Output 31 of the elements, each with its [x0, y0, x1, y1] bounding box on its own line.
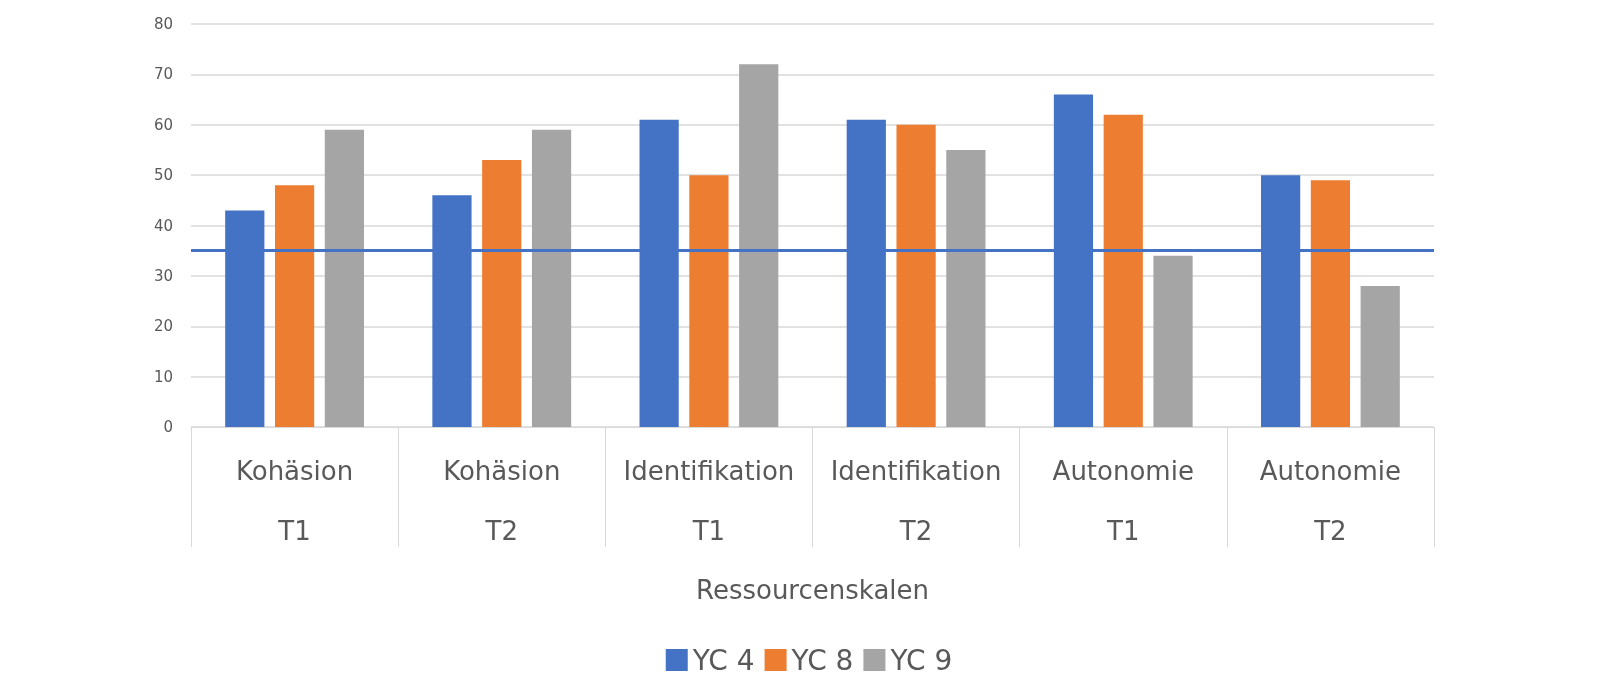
y-tick-label: 10: [153, 367, 173, 386]
y-tick-label: 20: [153, 317, 173, 336]
bar: [482, 160, 522, 427]
x-tick-label: Identifikation T2: [830, 456, 1002, 546]
legend-label: YC 8: [790, 643, 854, 677]
x-tick-label: Autonomie T1: [1052, 456, 1194, 546]
x-tick-label: Kohäsion T1: [235, 456, 354, 546]
y-tick-label: 80: [153, 15, 173, 33]
legend-label: YC 4: [691, 643, 755, 677]
y-tick-label: 40: [153, 216, 173, 235]
bar: [946, 149, 986, 427]
y-tick-label: 70: [153, 65, 173, 84]
bar: [1310, 180, 1351, 427]
y-tick-label: 50: [153, 166, 173, 185]
bar: [1153, 255, 1193, 427]
bar: [531, 129, 572, 427]
bar: [689, 175, 729, 427]
bar: [1103, 114, 1143, 427]
x-tick-label: Identifikation T1: [623, 456, 795, 546]
legend-label: YC 9: [889, 643, 953, 677]
bar: [324, 129, 364, 427]
bar: [739, 64, 779, 427]
bar: [1360, 285, 1400, 427]
x-tick-label: Kohäsion T2: [443, 456, 561, 546]
x-tick-label: Autonomie T2: [1259, 456, 1402, 546]
x-axis-title: Ressourcenskalen: [695, 575, 930, 605]
y-tick-label: 60: [153, 115, 173, 134]
y-tick-label: 30: [153, 266, 173, 285]
y-tick-label: 0: [163, 418, 173, 436]
bar: [274, 185, 315, 427]
bar: [896, 124, 936, 427]
